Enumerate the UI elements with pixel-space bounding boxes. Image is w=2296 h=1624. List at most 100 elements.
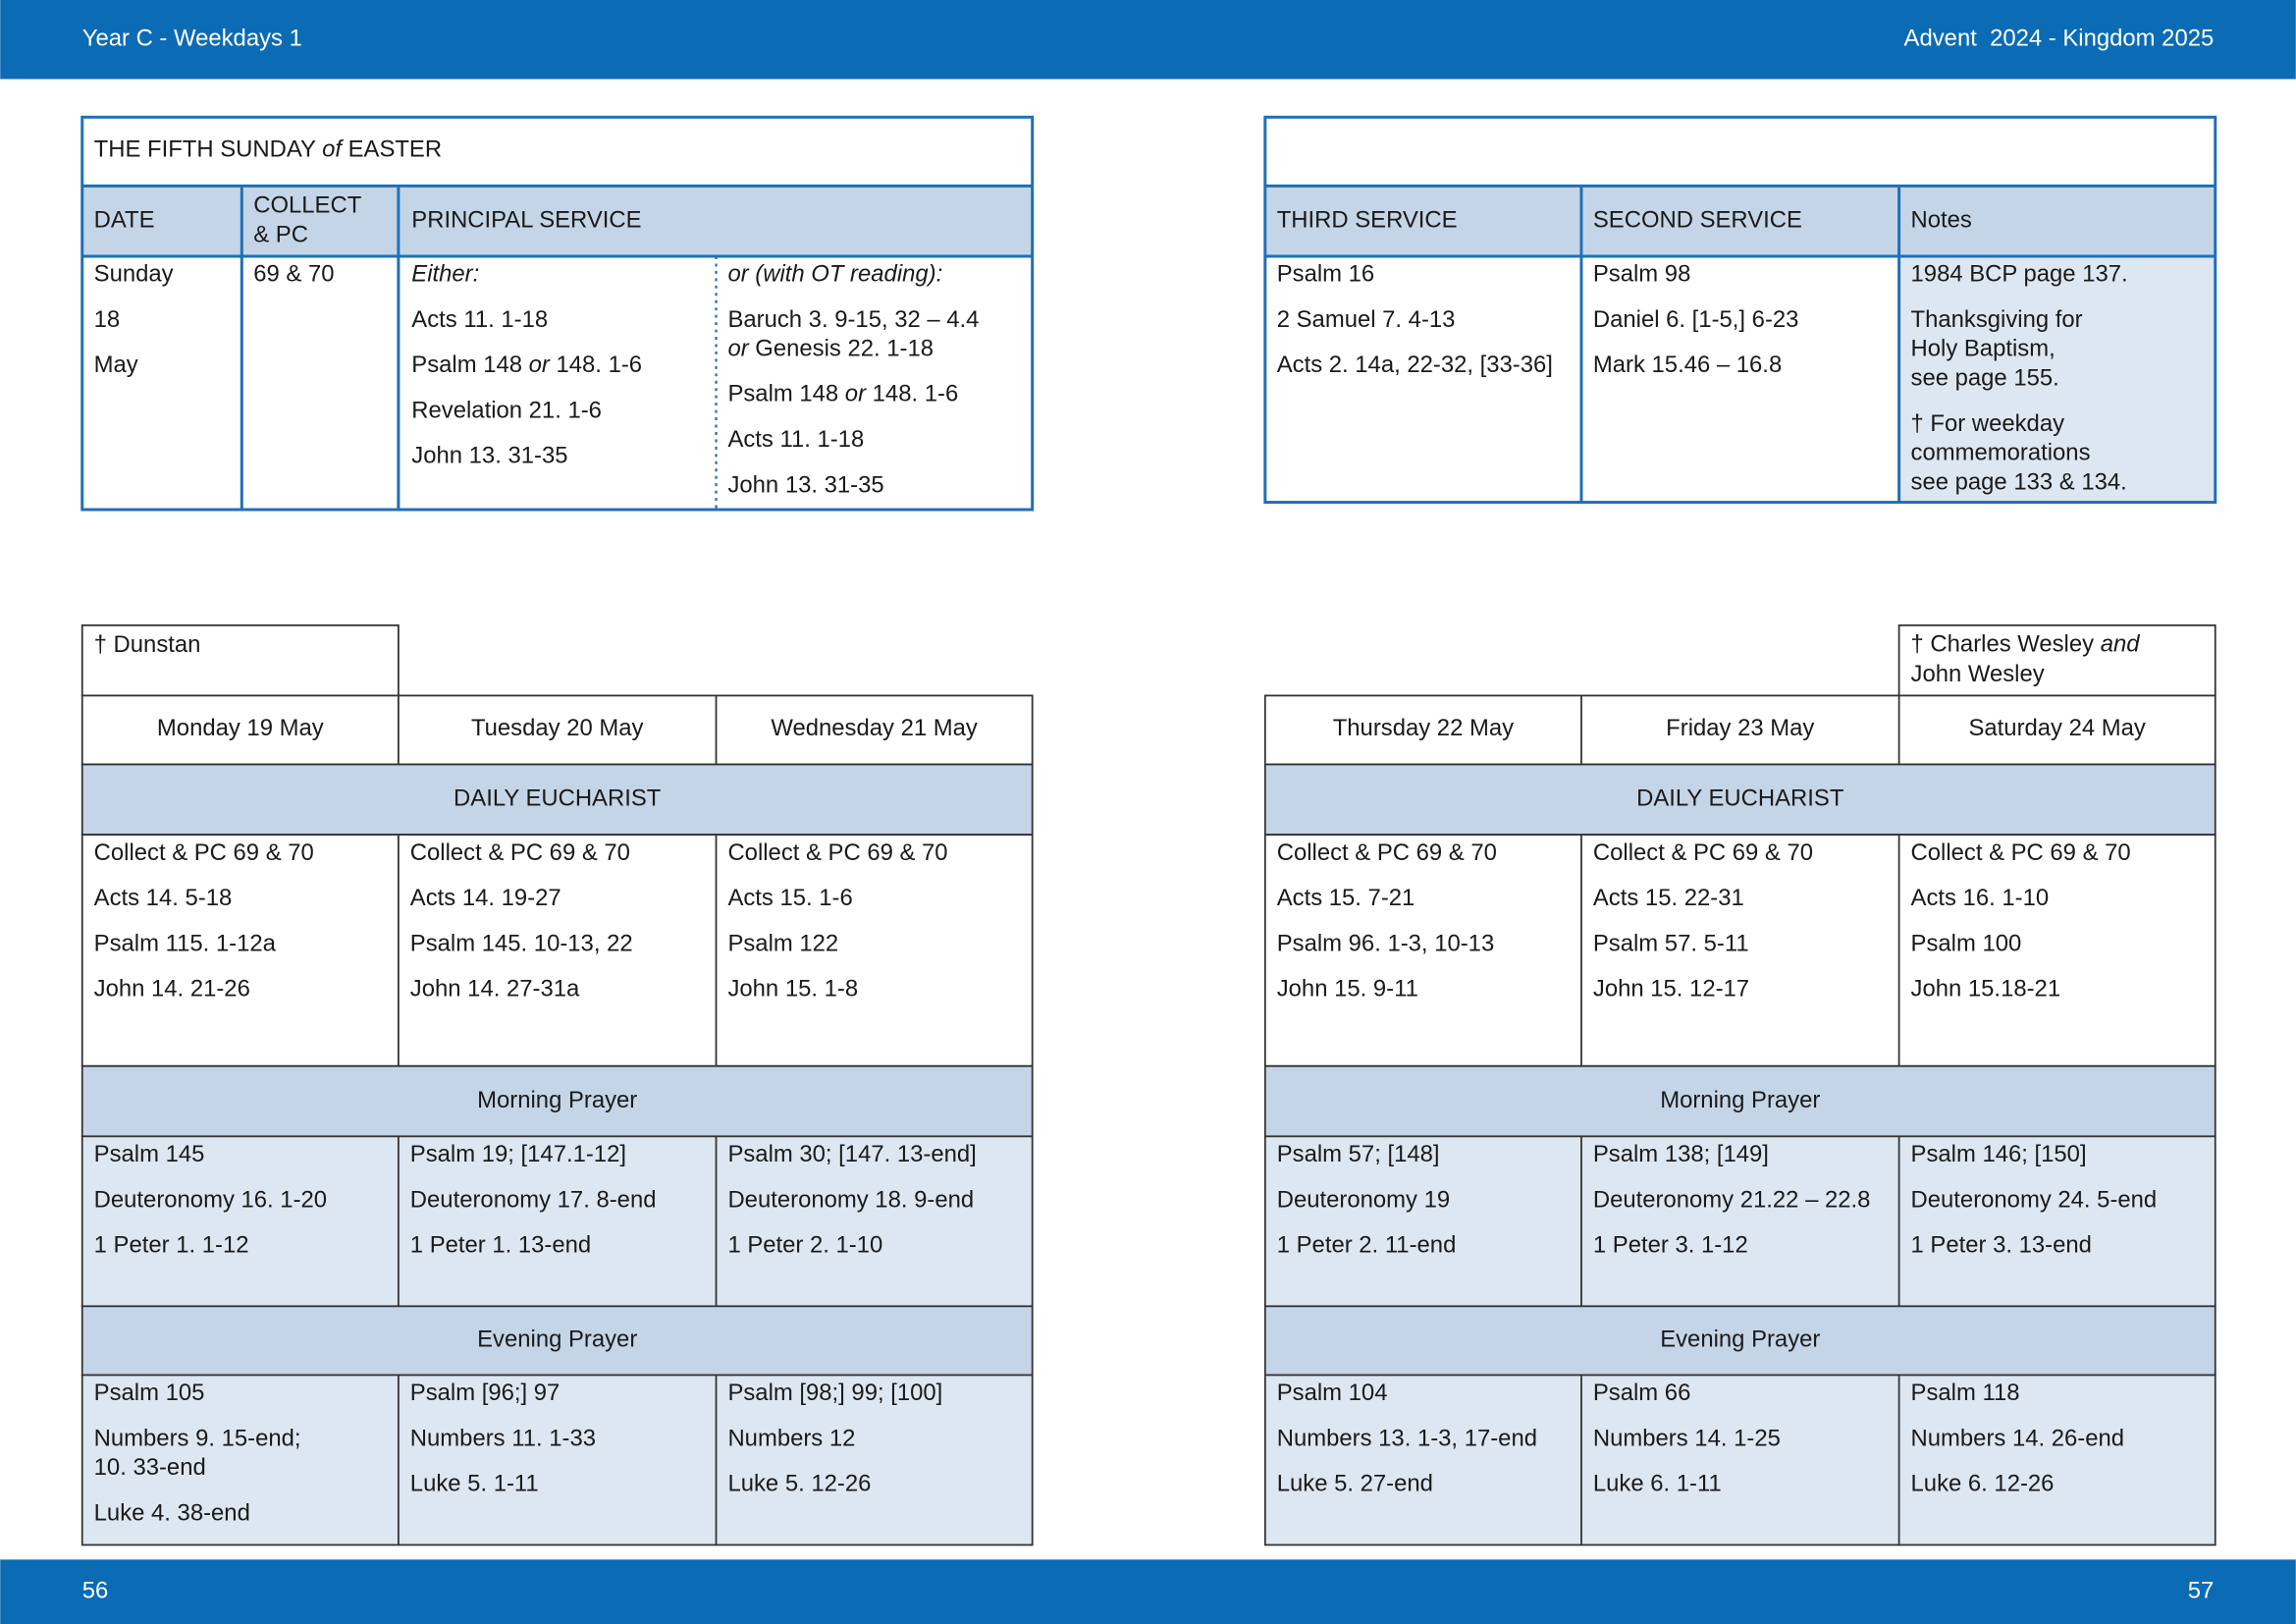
reading: Psalm 66 bbox=[1593, 1380, 1690, 1406]
reading: Psalm 118 bbox=[1911, 1380, 2020, 1406]
reading: Numbers 13. 1-3, 17-end bbox=[1277, 1425, 1537, 1451]
reading: Daniel 6. [1-5,] 6-23 bbox=[1593, 306, 1799, 333]
section-header: Evening Prayer bbox=[477, 1326, 637, 1353]
reading: Acts 11. 1-18 bbox=[411, 306, 548, 333]
reading: Psalm 145 bbox=[94, 1141, 205, 1167]
cell-box bbox=[1263, 694, 2216, 766]
text-run: 148. 1-6 bbox=[866, 381, 958, 407]
section-header: DAILY EUCHARIST bbox=[454, 785, 662, 812]
reading: Psalm 19; [147.1-12] bbox=[410, 1141, 626, 1167]
reading: John 15. 1-8 bbox=[727, 976, 858, 1002]
page-number: 57 bbox=[2188, 1577, 2215, 1603]
reading: Psalm 138; [149] bbox=[1593, 1141, 1769, 1167]
reading: Psalm 98 bbox=[1593, 261, 1690, 288]
note: see page 155. bbox=[1911, 365, 2059, 392]
reading: Either: bbox=[411, 261, 479, 288]
reading: Baruch 3. 9-15, 32 – 4.4 bbox=[727, 306, 979, 333]
italic-run: or bbox=[845, 381, 867, 407]
day-header: Saturday 24 May bbox=[1968, 715, 2145, 741]
reading: Acts 14. 19-27 bbox=[410, 885, 561, 911]
cell-box bbox=[80, 115, 1035, 512]
reading: Psalm 30; [147. 13-end] bbox=[727, 1141, 976, 1167]
day-header: Wednesday 21 May bbox=[771, 715, 978, 741]
reading: Psalm 148 or 148. 1-6 bbox=[727, 381, 958, 407]
text-run: EASTER bbox=[342, 136, 442, 163]
cell-box bbox=[80, 1374, 1034, 1546]
reading: Luke 6. 1-11 bbox=[1593, 1471, 1722, 1497]
day-header: Monday 19 May bbox=[157, 715, 324, 741]
cell-box bbox=[80, 834, 1034, 1067]
reading: Numbers 12 bbox=[727, 1425, 855, 1451]
cell-box bbox=[80, 1064, 1034, 1138]
reading: Revelation 21. 1-6 bbox=[411, 397, 602, 423]
reading: Psalm 146; [150] bbox=[1911, 1141, 2087, 1167]
italic-run: or bbox=[727, 336, 749, 362]
cell-box bbox=[80, 623, 400, 697]
reading: John 13. 31-35 bbox=[727, 471, 883, 498]
reading: 1 Peter 2. 1-10 bbox=[727, 1232, 882, 1259]
reading: Psalm 115. 1-12a bbox=[94, 930, 277, 956]
section-header: Morning Prayer bbox=[477, 1087, 637, 1113]
italic-run: of bbox=[322, 136, 344, 163]
note: commemorations bbox=[1911, 440, 2091, 466]
date-line: May bbox=[94, 352, 138, 378]
column-header: SECOND SERVICE bbox=[1593, 207, 1802, 234]
reading: Collect & PC 69 & 70 bbox=[727, 839, 947, 866]
column-header: COLLECT bbox=[253, 192, 361, 219]
text-run: Psalm 148 bbox=[727, 381, 844, 407]
reading: Acts 15. 22-31 bbox=[1593, 885, 1744, 911]
cell-box bbox=[80, 694, 1034, 766]
reading: Deuteronomy 19 bbox=[1277, 1186, 1450, 1213]
text-run: Psalm 148 bbox=[411, 352, 528, 378]
table-title: THE FIFTH SUNDAY of EASTER bbox=[94, 136, 442, 163]
reading: Collect & PC 69 & 70 bbox=[410, 839, 630, 866]
reading: 1 Peter 1. 13-end bbox=[410, 1232, 591, 1259]
reading: Acts 11. 1-18 bbox=[727, 426, 864, 453]
reading: Psalm 16 bbox=[1277, 261, 1374, 288]
cell-box bbox=[1897, 623, 2216, 697]
italic-run: Either: bbox=[411, 261, 479, 288]
footer-bar bbox=[0, 1559, 2296, 1624]
reading: Psalm 104 bbox=[1277, 1380, 1388, 1406]
day-header: Thursday 22 May bbox=[1333, 715, 1514, 741]
reading: 1 Peter 2. 11-end bbox=[1277, 1232, 1457, 1259]
reading: Deuteronomy 24. 5-end bbox=[1911, 1186, 2158, 1213]
section-header: DAILY EUCHARIST bbox=[1636, 785, 1844, 812]
day-header: Friday 23 May bbox=[1666, 715, 1814, 741]
note: see page 133 & 134. bbox=[1911, 468, 2127, 495]
reading: Deuteronomy 17. 8-end bbox=[410, 1186, 657, 1213]
reading: Psalm 57; [148] bbox=[1277, 1141, 1440, 1167]
text-run: 148. 1-6 bbox=[550, 352, 642, 378]
cell-box bbox=[1263, 115, 2217, 505]
reading: John 13. 31-35 bbox=[411, 443, 567, 469]
reading: Deuteronomy 16. 1-20 bbox=[94, 1186, 327, 1213]
reading: Psalm [96;] 97 bbox=[410, 1380, 561, 1406]
reading: Luke 4. 38-end bbox=[94, 1499, 250, 1526]
header-right: Advent 2024 - Kingdom 2025 bbox=[1904, 26, 2215, 52]
column-header: Notes bbox=[1911, 207, 1972, 234]
day-header: Tuesday 20 May bbox=[471, 715, 644, 741]
italic-run: or (with OT reading): bbox=[727, 261, 942, 288]
reading: Numbers 11. 1-33 bbox=[410, 1425, 596, 1451]
reading: 1 Peter 3. 1-12 bbox=[1593, 1232, 1748, 1259]
reading: John 15. 12-17 bbox=[1593, 976, 1749, 1002]
cell-box bbox=[80, 763, 1034, 837]
cell-box bbox=[1263, 1064, 2216, 1138]
reading: Mark 15.46 – 16.8 bbox=[1593, 352, 1782, 378]
reading: 1 Peter 1. 1-12 bbox=[94, 1232, 249, 1259]
reading: Numbers 14. 1-25 bbox=[1593, 1425, 1781, 1451]
commemoration: † Dunstan bbox=[94, 631, 201, 658]
reading: 10. 33-end bbox=[94, 1454, 206, 1481]
reading: John 14. 27-31a bbox=[410, 976, 580, 1002]
cell-box bbox=[1263, 834, 2216, 1067]
reading: 2 Samuel 7. 4-13 bbox=[1277, 306, 1456, 333]
text-run: THE FIFTH SUNDAY bbox=[94, 136, 322, 163]
column-header: DATE bbox=[94, 207, 155, 234]
reading: Acts 14. 5-18 bbox=[94, 885, 233, 911]
reading: Acts 15. 7-21 bbox=[1277, 885, 1415, 911]
reading: Acts 16. 1-10 bbox=[1911, 885, 2050, 911]
header-left: Year C - Weekdays 1 bbox=[82, 26, 302, 52]
